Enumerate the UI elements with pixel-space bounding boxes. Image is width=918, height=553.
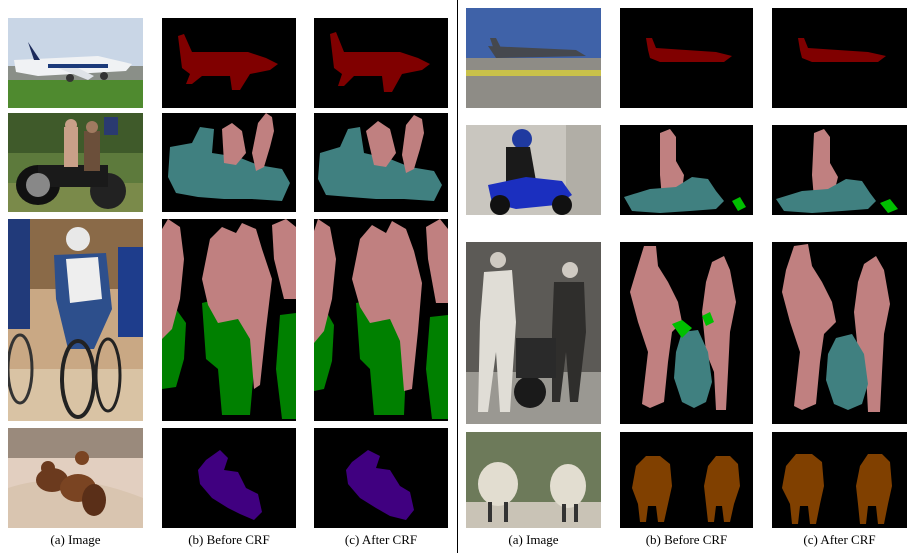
image-tanker-airplane <box>466 8 601 108</box>
mask-before-airplane <box>162 18 296 108</box>
mask-before-motorbike-people <box>162 113 296 212</box>
image-people-motorcycle <box>466 242 601 424</box>
mask-before-sheep <box>620 432 753 528</box>
mask-after-cyclists <box>314 219 448 421</box>
mask-after-dogs <box>314 428 448 528</box>
mask-after-tanker-airplane <box>772 8 907 108</box>
mask-before-people-motorcycle <box>620 242 753 424</box>
panel-divider <box>457 0 458 553</box>
mask-before-dogs <box>162 428 296 528</box>
mask-before-tanker-airplane <box>620 8 753 108</box>
image-airplane <box>8 18 143 108</box>
caption-before-crf-left: (b) Before CRF <box>188 532 270 547</box>
image-motocross <box>466 125 601 215</box>
mask-after-sheep <box>772 432 907 528</box>
mask-before-motocross <box>620 125 753 215</box>
caption-before-crf-right: (b) Before CRF <box>645 532 728 547</box>
caption-after-crf-left: (c) After CRF <box>344 532 418 547</box>
image-motorbike-people <box>8 113 143 212</box>
mask-before-cyclists <box>162 219 296 421</box>
image-sheep <box>466 432 601 528</box>
mask-after-motocross <box>772 125 907 215</box>
mask-after-motorbike-people <box>314 113 448 212</box>
caption-image-left: (a) Image <box>50 532 101 547</box>
caption-after-crf-right: (c) After CRF <box>803 532 876 547</box>
image-dogs <box>8 428 143 528</box>
mask-after-airplane <box>314 18 448 108</box>
image-cyclists <box>8 219 143 421</box>
caption-image-right: (a) Image <box>508 532 559 547</box>
mask-after-people-motorcycle <box>772 242 907 424</box>
